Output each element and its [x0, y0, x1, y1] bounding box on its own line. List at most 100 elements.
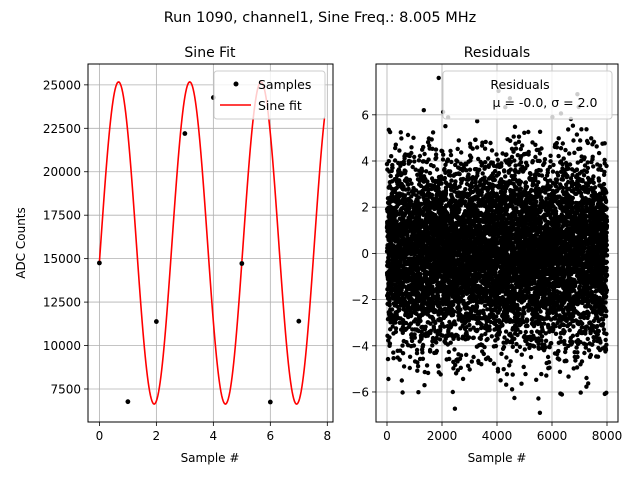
residuals-y-tick-label: −2 — [351, 293, 369, 307]
residual-point — [385, 356, 391, 362]
legend-sine-fit-label: Sine fit — [258, 98, 302, 113]
residual-point — [477, 223, 483, 228]
residuals-y-tick-label: −6 — [351, 385, 369, 399]
residual-point — [421, 144, 426, 150]
residual-point — [408, 199, 414, 204]
residual-point — [457, 207, 462, 212]
residual-point — [407, 354, 413, 359]
residual-point — [434, 167, 440, 172]
residual-point — [449, 178, 454, 183]
residual-point — [436, 296, 441, 301]
residual-point — [453, 362, 458, 368]
sine-fit-curve — [98, 81, 326, 405]
residuals-points-layer — [384, 75, 610, 415]
residual-point — [429, 137, 434, 142]
residual-point — [429, 192, 435, 198]
residual-point — [479, 333, 484, 338]
residual-point — [397, 179, 402, 184]
residual-point — [493, 343, 499, 349]
residual-point — [440, 235, 446, 240]
residual-point — [475, 119, 480, 124]
residual-point — [402, 193, 408, 198]
residual-point — [455, 159, 460, 164]
residual-point — [451, 302, 456, 307]
residual-point — [509, 154, 515, 160]
residual-point — [419, 329, 424, 334]
residual-point — [443, 124, 448, 129]
residual-point — [479, 362, 484, 367]
residual-point — [431, 164, 436, 169]
residual-point — [469, 155, 474, 160]
residual-point — [498, 378, 503, 383]
residual-point — [425, 370, 431, 376]
residual-point — [518, 186, 524, 191]
residual-point — [501, 367, 506, 372]
residual-point — [438, 372, 443, 377]
residual-point — [412, 159, 417, 164]
residual-point — [407, 271, 412, 276]
residual-point — [510, 344, 515, 349]
residual-point — [491, 361, 497, 366]
residual-point — [511, 134, 516, 139]
sample-point — [267, 399, 273, 405]
legend-samples-marker — [233, 81, 239, 87]
residual-point — [420, 342, 426, 348]
residual-point — [518, 160, 524, 165]
residual-point — [515, 302, 520, 308]
residual-point — [391, 350, 396, 355]
residual-point — [420, 168, 425, 174]
residual-point — [473, 180, 478, 185]
residual-point — [426, 187, 431, 192]
residual-point — [518, 330, 523, 335]
residual-point — [461, 176, 466, 182]
residual-point — [452, 406, 458, 411]
residual-point — [464, 332, 469, 337]
residual-point — [448, 173, 453, 178]
residual-point — [434, 155, 439, 160]
residual-point — [450, 389, 455, 395]
residual-point — [481, 351, 486, 357]
residual-point — [399, 378, 404, 383]
residual-point — [393, 145, 398, 151]
residual-point — [430, 343, 435, 348]
residual-point — [415, 368, 420, 373]
residual-point — [469, 359, 474, 364]
residual-point — [480, 171, 485, 176]
residuals-title: Residuals — [464, 45, 530, 61]
residual-point — [516, 139, 522, 144]
residual-point — [486, 164, 491, 169]
residual-point — [409, 338, 415, 344]
residual-point — [420, 356, 426, 361]
residual-point — [477, 167, 482, 172]
residual-point — [439, 181, 444, 186]
residual-point — [411, 343, 417, 348]
sample-point — [239, 261, 245, 266]
sine-fit-legend-box — [213, 70, 326, 120]
residual-point — [436, 364, 441, 369]
residual-point — [386, 159, 391, 164]
residual-point — [495, 336, 500, 341]
residual-point — [508, 359, 513, 364]
residual-point — [433, 152, 439, 157]
residual-point — [483, 160, 488, 165]
residual-point — [456, 336, 461, 341]
residual-point — [471, 335, 476, 340]
sine-fit-y-tick-label: 12500 — [43, 296, 81, 310]
residual-point — [504, 152, 509, 157]
residual-point — [489, 148, 495, 153]
residual-point — [437, 337, 443, 342]
residual-point — [412, 154, 417, 160]
residual-point — [466, 172, 471, 177]
sine-fit-y-tick-label: 25000 — [43, 78, 81, 92]
residual-point — [421, 212, 426, 218]
residual-point — [424, 363, 430, 368]
residual-point — [457, 184, 462, 189]
residuals-y-tick-label: 2 — [361, 201, 369, 215]
sine-fit-y-tick-label: 10000 — [43, 339, 81, 353]
residual-point — [409, 150, 414, 156]
residual-point — [492, 177, 497, 183]
